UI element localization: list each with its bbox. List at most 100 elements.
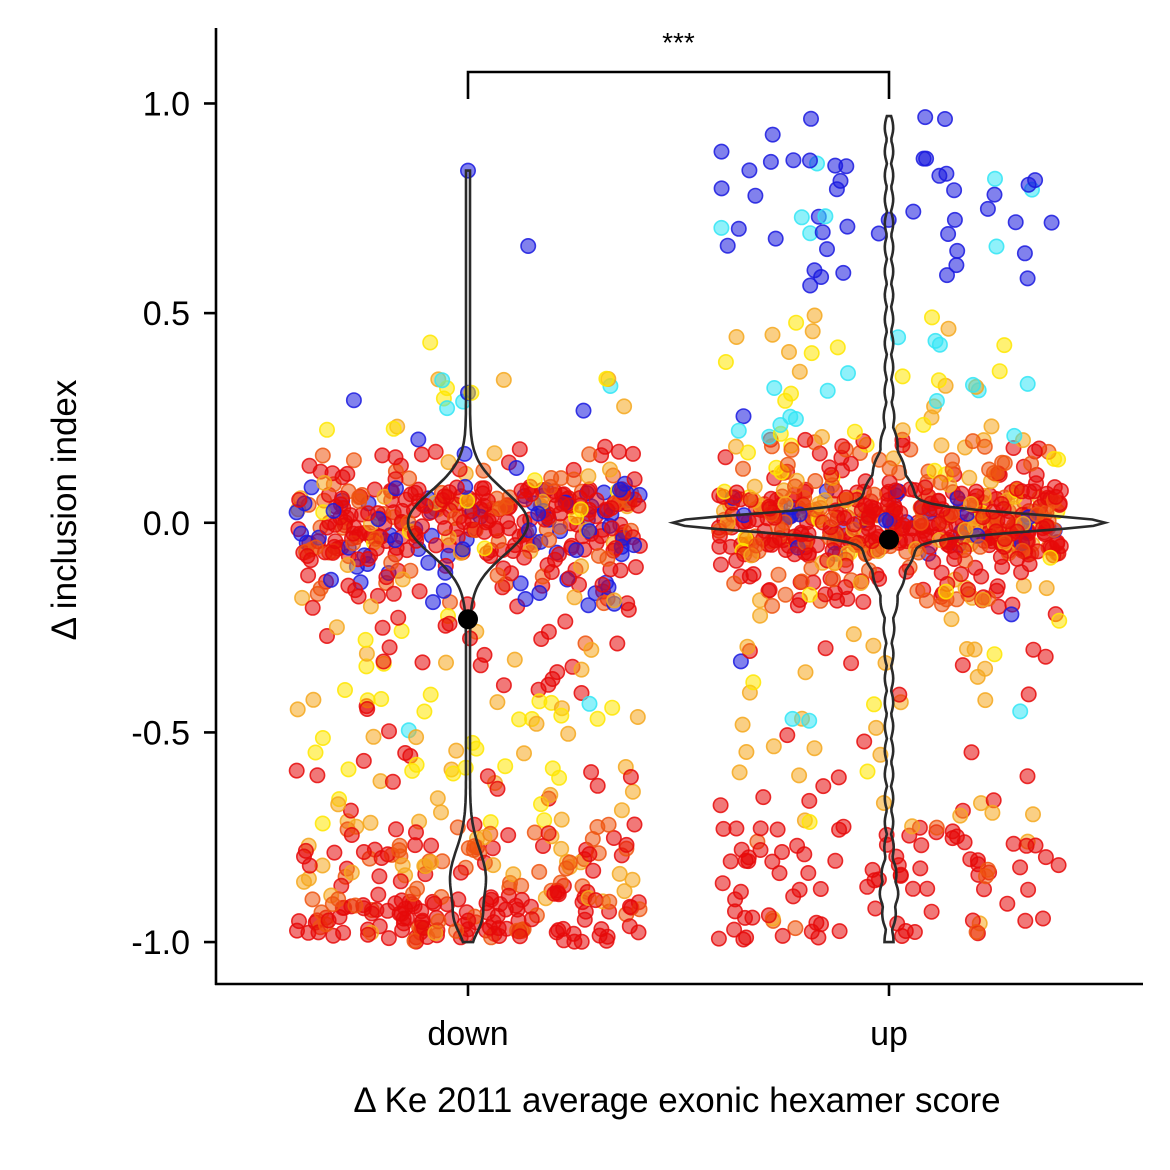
data-point-up-blue [1020, 176, 1037, 193]
data-point-down-red [622, 768, 639, 785]
data-point-up-red [1037, 648, 1054, 665]
data-point-down-red [489, 780, 506, 797]
data-point-down-red [481, 919, 498, 936]
data-point-up-orange [894, 422, 911, 439]
data-point-down-orange [616, 883, 633, 900]
data-point-down-yellow [314, 815, 331, 832]
data-point-down-red_orange [526, 824, 543, 841]
data-point-up-blue [949, 242, 966, 259]
data-point-up-blue [917, 109, 934, 126]
data-point-down-red [587, 892, 604, 909]
data-point-down-blue [437, 564, 454, 581]
data-point-up-red [812, 880, 829, 897]
data-point-down-red_orange [367, 530, 384, 547]
data-point-up-blue [905, 203, 922, 220]
data-point-down-red [557, 613, 574, 630]
data-point-down-orange [362, 598, 379, 615]
data-point-down-orange [505, 866, 522, 883]
data-point-up-red [755, 789, 772, 806]
data-point-up-red [867, 900, 884, 917]
y-tick-label: -1.0 [131, 924, 190, 962]
data-point-up-red_orange [783, 441, 800, 458]
data-point-down-red [550, 886, 567, 903]
data-point-down-red [375, 653, 392, 670]
data-point-up-red [864, 533, 881, 550]
data-point-up-orange [983, 418, 1000, 435]
data-point-up-red [917, 479, 934, 496]
data-point-up-orange [791, 363, 808, 380]
data-point-down-red [479, 768, 496, 785]
data-point-down-red [355, 752, 372, 769]
data-point-up-red [989, 578, 1006, 595]
data-point-up-blue [936, 111, 953, 128]
data-point-down-yellow [336, 681, 353, 698]
data-point-up-blue [713, 180, 730, 197]
data-point-down-red [426, 895, 443, 912]
data-point-down-red [434, 491, 451, 508]
data-point-down-orange [365, 728, 382, 745]
data-point-up-blue [946, 182, 963, 199]
data-point-down-blue [387, 480, 404, 497]
data-point-up-red [726, 921, 743, 938]
data-point-up-red_orange [918, 592, 935, 609]
data-point-down-red_orange [324, 896, 341, 913]
data-point-up-red [764, 853, 781, 870]
data-point-up-red [859, 878, 876, 895]
data-point-down-red [448, 479, 465, 496]
data-point-down-red [630, 497, 647, 514]
data-point-down-red_orange [489, 567, 506, 584]
data-point-down-red_orange [309, 585, 326, 602]
data-point-up-blue [940, 226, 957, 243]
data-point-up-orange [904, 818, 921, 835]
data-point-up-orange [977, 692, 994, 709]
data-point-down-red [407, 527, 424, 544]
data-point-down-yellow [307, 744, 324, 761]
data-point-up-red [812, 916, 829, 933]
data-point-down-red [334, 469, 351, 486]
data-point-down-orange [553, 840, 570, 857]
data-point-down-red [437, 617, 454, 634]
data-point-up-red [769, 821, 786, 838]
data-point-down-orange [515, 745, 532, 762]
data-point-up-red_orange [748, 537, 765, 554]
data-point-up-red_orange [764, 597, 781, 614]
data-point-down-red_orange [513, 877, 530, 894]
data-point-down-cyan [439, 400, 456, 417]
data-point-up-orange [791, 767, 808, 784]
data-point-up-orange [975, 591, 992, 608]
data-point-up-red [810, 929, 827, 946]
data-point-down-red [410, 481, 427, 498]
data-point-down-red [455, 514, 472, 531]
data-point-down-red [385, 585, 402, 602]
data-point-up-yellow [846, 423, 863, 440]
data-point-up-orange [957, 521, 974, 538]
data-point-down-blue [520, 238, 537, 255]
data-point-down-red [333, 490, 350, 507]
data-point-up-red [1046, 479, 1063, 496]
data-point-up-blue [814, 224, 831, 241]
data-point-down-red [588, 534, 605, 551]
data-point-up-blue [915, 150, 932, 167]
data-point-down-blue [454, 541, 471, 558]
data-point-down-blue [626, 537, 643, 554]
data-point-down-red [326, 844, 343, 861]
data-point-down-red [452, 864, 469, 881]
data-point-up-red_orange [824, 571, 841, 588]
data-point-down-red [585, 862, 602, 879]
data-point-up-red [952, 566, 969, 583]
data-point-up-orange [797, 664, 814, 681]
data-point-down-blue [568, 542, 585, 559]
data-point-down-red [384, 773, 401, 790]
data-point-down-red [573, 933, 590, 950]
data-point-up-red [728, 484, 745, 501]
data-point-down-red [483, 891, 500, 908]
data-point-up-orange [961, 469, 978, 486]
data-point-up-orange [952, 807, 969, 824]
data-point-up-cyan [964, 376, 981, 393]
data-point-down-red [301, 457, 318, 474]
data-point-up-red_orange [779, 456, 796, 473]
data-point-down-orange [316, 474, 333, 491]
data-point-down-red [380, 930, 397, 947]
y-tick-label: 0.0 [143, 505, 190, 543]
data-point-up-red [712, 556, 729, 573]
